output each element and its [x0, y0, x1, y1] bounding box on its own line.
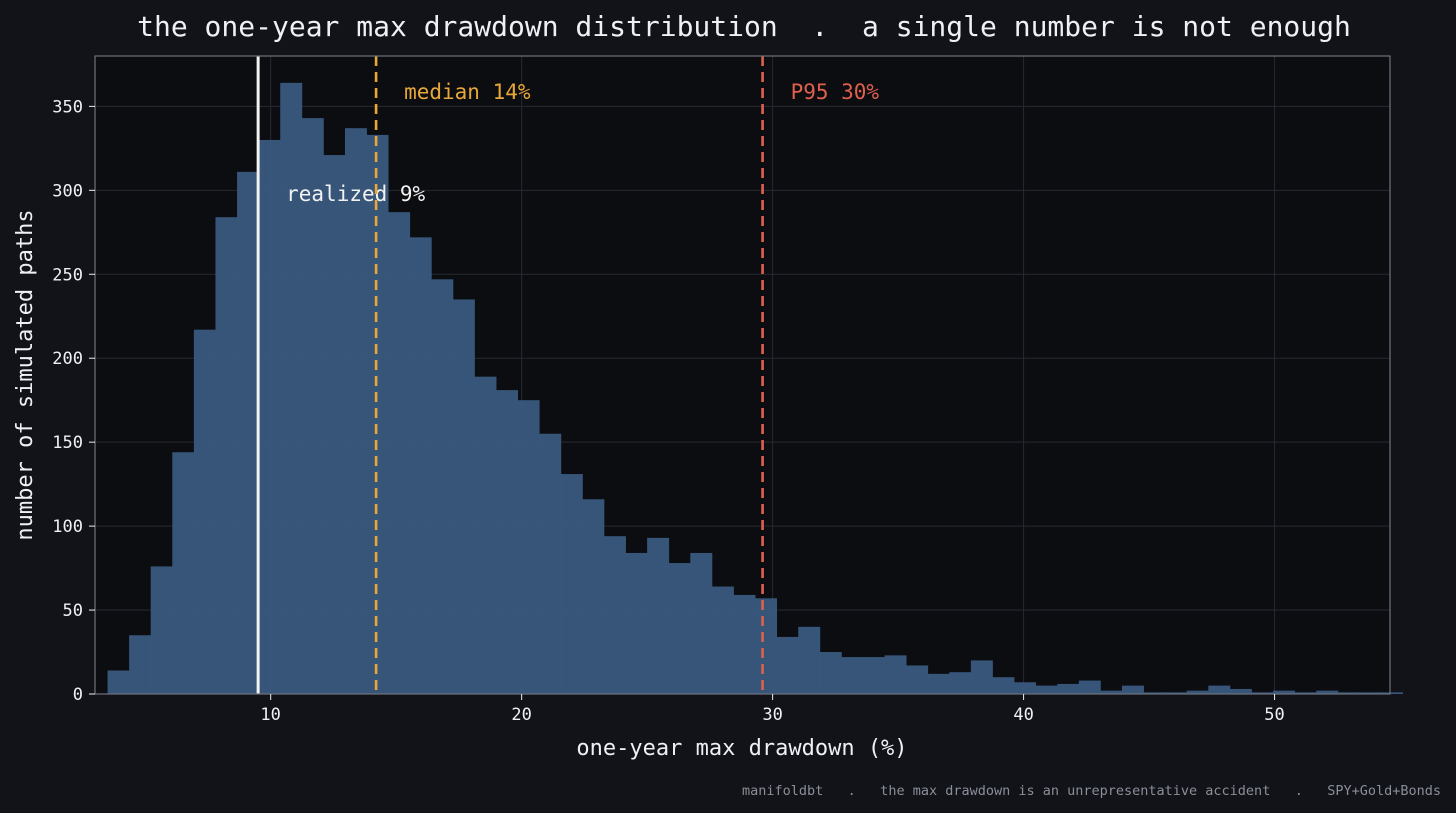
x-tick-label: 30	[762, 705, 782, 725]
histogram-bar	[668, 563, 691, 694]
histogram-bar	[280, 82, 303, 695]
histogram-bar	[215, 217, 238, 694]
y-tick-label: 0	[73, 685, 83, 705]
y-tick-label: 100	[52, 517, 83, 537]
histogram-bar	[1251, 692, 1274, 694]
x-tick-label: 50	[1264, 705, 1284, 725]
histogram-bar	[452, 299, 475, 694]
histogram-bar	[1143, 692, 1166, 694]
histogram-bars	[107, 82, 1403, 695]
histogram-bar	[647, 537, 670, 694]
x-tick-label: 10	[260, 705, 280, 725]
x-axis-ticks: 10 20 30 40 50	[260, 694, 1285, 725]
histogram-bar	[1057, 683, 1080, 694]
reference-line-label: realized 9%	[286, 182, 425, 206]
histogram-bar	[992, 677, 1015, 694]
histogram-bar	[711, 586, 734, 694]
y-tick-label: 250	[52, 265, 83, 285]
histogram-bar	[1121, 685, 1144, 694]
histogram-bar	[970, 660, 993, 694]
x-tick-label: 40	[1013, 705, 1033, 725]
histogram-bar	[172, 452, 195, 694]
histogram-bar	[906, 665, 929, 694]
chart-title: the one-year max drawdown distribution .…	[137, 10, 1351, 43]
histogram-bar	[862, 657, 885, 694]
histogram-bar	[107, 670, 130, 694]
histogram-bar	[366, 134, 389, 694]
histogram-bar	[690, 552, 713, 694]
histogram-bar	[884, 655, 907, 694]
histogram-bar	[1186, 690, 1209, 694]
histogram-bar	[193, 329, 216, 694]
histogram-bar	[1229, 688, 1252, 694]
histogram-bar	[258, 139, 281, 694]
histogram-bar	[927, 673, 950, 694]
histogram-bar	[625, 552, 648, 694]
histogram-bar	[560, 474, 583, 694]
histogram-bar	[1337, 692, 1360, 694]
histogram-bar	[1078, 680, 1101, 694]
histogram-bar	[949, 672, 972, 694]
histogram-bar	[582, 499, 605, 694]
histogram-bar	[517, 400, 540, 694]
histogram-bar	[237, 171, 260, 695]
histogram-bar	[755, 598, 778, 694]
histogram-bar	[388, 212, 411, 694]
histogram-bar	[733, 594, 756, 694]
histogram-bar	[1294, 692, 1317, 694]
reference-line-label: median 14%	[404, 80, 531, 104]
histogram-bar	[474, 376, 497, 694]
x-tick-label: 20	[511, 705, 531, 725]
histogram-bar	[603, 536, 626, 694]
plot-frame	[94, 55, 1391, 695]
histogram-bar	[1316, 690, 1339, 694]
y-tick-label: 200	[52, 349, 83, 369]
histogram-bar	[1380, 692, 1403, 694]
histogram-bar	[1100, 690, 1123, 694]
y-tick-label: 150	[52, 433, 83, 453]
histogram-bar	[1014, 682, 1037, 694]
histogram-bar	[1273, 690, 1296, 694]
histogram-bar	[841, 657, 864, 694]
y-tick-label: 350	[52, 97, 83, 117]
histogram-bar	[1208, 685, 1231, 694]
histogram-bar	[301, 118, 324, 695]
histogram-bar	[323, 155, 346, 694]
histogram-bar	[344, 128, 367, 694]
histogram-bar	[431, 279, 454, 694]
histogram-bar	[150, 566, 173, 694]
footer-caption: manifoldbt . the max drawdown is an unre…	[742, 783, 1441, 799]
y-tick-label: 300	[52, 181, 83, 201]
histogram-bar	[776, 636, 799, 694]
histogram-bar	[409, 237, 432, 694]
reference-line-label: P95 30%	[791, 80, 880, 104]
histogram-bar	[1035, 685, 1058, 694]
reference-lines: realized 9% median 14% P95 30%	[256, 56, 880, 694]
y-axis-label: number of simulated paths	[13, 209, 38, 540]
histogram-bar	[798, 626, 821, 694]
histogram-bar	[819, 652, 842, 694]
histogram-bar	[539, 433, 562, 694]
y-axis-ticks: 0 50 100 150 200 250 300 350	[52, 97, 95, 705]
histogram-bar	[129, 635, 152, 694]
y-tick-label: 50	[63, 601, 83, 621]
histogram-bar	[1359, 692, 1382, 694]
histogram-bar	[1165, 692, 1188, 694]
x-axis-label: one-year max drawdown (%)	[576, 736, 907, 761]
histogram-bar	[496, 390, 519, 694]
